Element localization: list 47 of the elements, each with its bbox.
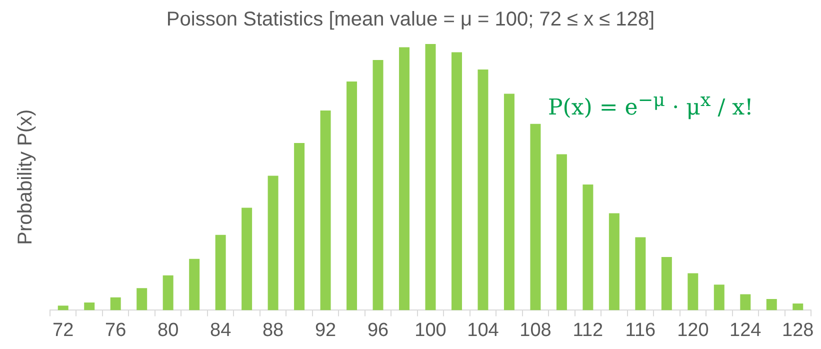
x-tick-label: 100	[414, 320, 446, 341]
bar	[608, 213, 620, 310]
bar	[661, 256, 672, 310]
x-tick-label: 128	[782, 320, 814, 341]
bar	[688, 273, 698, 310]
x-tick-label: 96	[367, 320, 389, 341]
x-tick-label: 116	[625, 320, 656, 341]
bar	[242, 208, 252, 310]
bar	[714, 284, 724, 310]
x-tick-label: 104	[467, 320, 500, 341]
bar	[58, 306, 68, 310]
bar	[425, 44, 436, 310]
bar	[215, 234, 226, 310]
bar	[399, 47, 410, 310]
x-tick-label: 76	[105, 320, 126, 341]
x-tick-label: 88	[262, 320, 284, 341]
bar	[136, 288, 148, 310]
bar	[635, 237, 646, 310]
x-tick-label: 92	[314, 320, 336, 341]
bar	[346, 82, 358, 310]
bar	[162, 275, 174, 310]
bar	[189, 258, 200, 310]
x-tick-label: 120	[677, 320, 709, 341]
bar	[792, 304, 804, 310]
x-tick-label: 80	[158, 320, 179, 341]
bar	[766, 299, 777, 310]
x-tick-label: 112	[572, 320, 604, 341]
x-tick-label: 108	[520, 320, 552, 341]
chart-title: Poisson Statistics [mean value = μ = 100; 72 ≤ x ≤ 128]	[166, 8, 655, 31]
bar	[530, 124, 541, 310]
bar	[84, 302, 95, 310]
y-axis-title: Probability P(x)	[14, 109, 37, 245]
bar	[451, 52, 462, 310]
bar	[556, 154, 567, 310]
x-tick-label: 84	[210, 320, 232, 341]
bar	[110, 297, 121, 310]
bar	[372, 60, 384, 310]
x-tick-label: 124	[730, 320, 762, 341]
annotation: P(x) = e$^{−μ}$ · μ$^{x}$ / x!	[548, 90, 754, 120]
bar	[478, 70, 488, 310]
bar	[294, 143, 305, 310]
x-tick-label: 72	[52, 320, 74, 341]
bar	[504, 94, 514, 310]
bar	[268, 176, 278, 310]
bar	[320, 110, 331, 310]
bar	[582, 184, 594, 310]
bar	[740, 294, 751, 310]
